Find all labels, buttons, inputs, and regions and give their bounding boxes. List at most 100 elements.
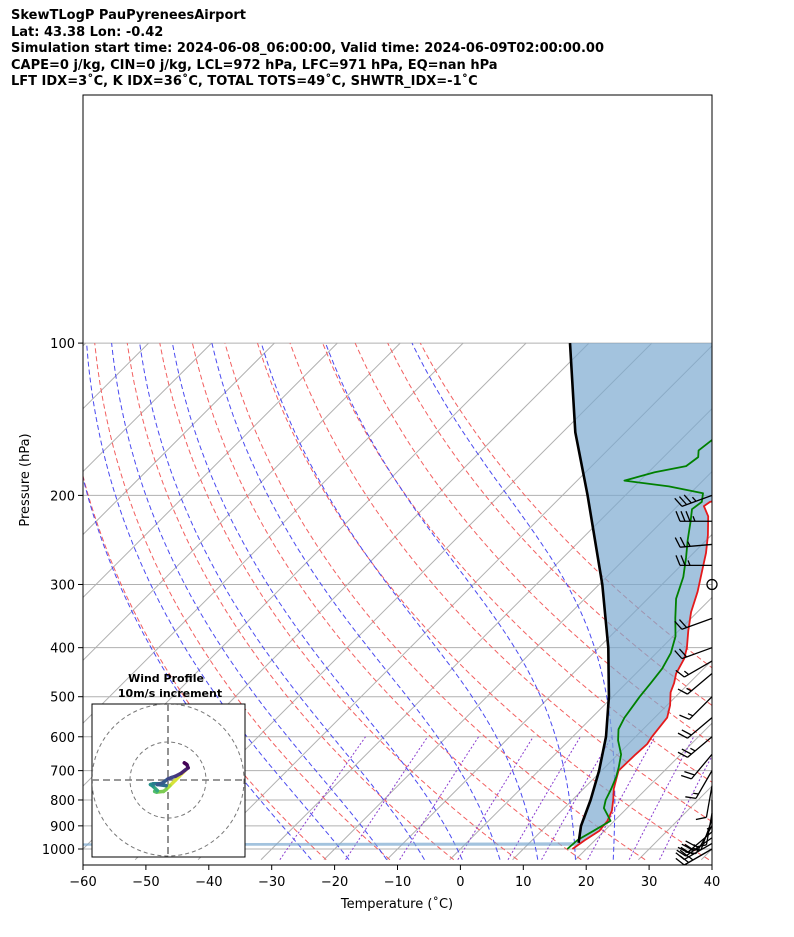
- isotherm: [83, 342, 212, 473]
- y-tick-label: 800: [50, 794, 75, 809]
- wind-barb: [695, 813, 713, 848]
- barb-flag: [678, 648, 688, 658]
- inset-subtitle: 10m/s increment: [118, 687, 222, 700]
- barb-staff: [705, 785, 713, 818]
- dry-adiabat: [159, 343, 518, 861]
- y-tick-label: 600: [50, 731, 75, 746]
- barb-half-flag: [687, 713, 694, 717]
- cape-area: [83, 343, 712, 846]
- y-tick-label: 200: [50, 489, 75, 504]
- barb-half-flag: [686, 687, 692, 692]
- barb-staff: [683, 848, 713, 866]
- wind-barb: [674, 617, 713, 630]
- wind-barb: [675, 511, 712, 522]
- barb-half-flag: [692, 516, 696, 522]
- y-tick-label: 300: [50, 578, 75, 593]
- dry-adiabat: [387, 342, 712, 706]
- wind-barb: [680, 753, 713, 780]
- barb-flag: [695, 816, 707, 821]
- barb-flag: [679, 714, 690, 720]
- inset-title: Wind Profile: [128, 672, 204, 685]
- barb-half-flag: [691, 496, 697, 502]
- moist-adiabat: [260, 342, 539, 860]
- barb-flag: [695, 844, 707, 848]
- y-tick-label: 100: [50, 337, 75, 352]
- station-title: SkewTLogP PauPyreneesAirport: [11, 8, 247, 23]
- isotherm: [83, 342, 338, 599]
- sounding-profiles: [566, 343, 712, 850]
- x-tick-label: 0: [456, 875, 464, 890]
- simulation-times: Simulation start time: 2024-06-08_06:00:…: [11, 41, 604, 56]
- mixing-ratio-line: [457, 736, 534, 860]
- station-coordinates: Lat: 43.38 Lon: -0.42: [11, 24, 164, 40]
- barb-staff: [688, 696, 713, 720]
- barb-flag: [681, 729, 692, 736]
- isotherm: [575, 722, 712, 861]
- y-tick-label: 1000: [42, 843, 75, 858]
- stability-indices-1: CAPE=0 j/kg, CIN=0 j/kg, LCL=972 hPa, LF…: [11, 57, 498, 73]
- wind-barb: [679, 696, 713, 720]
- barb-flag: [675, 852, 685, 860]
- barb-staff: [690, 753, 713, 780]
- isotherm: [83, 342, 464, 724]
- isotherm: [83, 342, 401, 662]
- series-parcel-profile: [568, 343, 611, 843]
- mixing-ratio-line: [587, 736, 656, 860]
- mixing-ratio-line: [628, 736, 695, 860]
- barb-flag: [676, 849, 687, 857]
- barb-flag: [677, 751, 688, 758]
- wind-barb: [706, 578, 718, 591]
- mixing-ratio-line: [345, 736, 429, 860]
- dry-adiabat: [94, 343, 391, 861]
- y-tick-label: 700: [50, 765, 75, 780]
- x-tick-label: −20: [321, 875, 348, 890]
- barb-staff: [683, 842, 713, 861]
- x-axis-label: Temperature (˚C): [340, 896, 453, 912]
- axis-ticks: −60 −50 −40 −30 −20 −10 0 10 20 30 40 1000 900 800 700…: [42, 337, 720, 890]
- barb-flag: [678, 496, 688, 506]
- mixing-ratio-line: [279, 736, 366, 860]
- barb-flag: [677, 732, 688, 739]
- barb-flag: [675, 669, 685, 678]
- mixing-ratio-line: [507, 736, 581, 860]
- series-dewpoint: [566, 438, 712, 850]
- stability-indices-2: LFT IDX=3˚C, K IDX=36˚C, TOTAL TOTS=49˚C…: [11, 74, 478, 89]
- barb-flag: [674, 497, 683, 507]
- dry-adiabat: [289, 342, 712, 823]
- barb-flag: [674, 620, 683, 630]
- dry-adiabat: [419, 342, 712, 669]
- moist-adiabat: [111, 343, 388, 861]
- barb-flag: [685, 851, 697, 855]
- barb-half-flag: [687, 541, 691, 547]
- x-tick-label: −60: [69, 875, 96, 890]
- wind-barb: [685, 770, 713, 799]
- barb-flag: [685, 840, 696, 847]
- barb-staff: [683, 660, 713, 678]
- barb-half-flag: [683, 670, 690, 676]
- hodo-ring: [92, 704, 245, 857]
- barb-staff: [695, 770, 713, 799]
- dry-adiabat: [191, 342, 582, 861]
- barb-flag: [680, 774, 692, 780]
- barb-staff: [681, 647, 713, 660]
- barb-half-flag: [693, 792, 699, 795]
- wind-barb: [674, 647, 713, 660]
- dry-adiabat: [257, 342, 710, 861]
- y-tick-label: 500: [50, 691, 75, 706]
- isotherm: [700, 848, 712, 861]
- barb-flag: [674, 537, 681, 548]
- y-tick-label: 900: [50, 820, 75, 835]
- wind-barbs: [674, 494, 718, 866]
- wind-barb: [674, 494, 713, 507]
- barb-half-flag: [687, 560, 691, 566]
- barb-flag: [683, 494, 692, 504]
- y-axis-label: Pressure (hPa): [18, 433, 33, 526]
- barb-flag: [675, 857, 685, 866]
- barb-staff: [687, 736, 713, 758]
- x-tick-label: −50: [132, 875, 159, 890]
- y-tick-label: 400: [50, 642, 75, 657]
- barb-half-flag: [690, 747, 696, 752]
- barb-staff: [681, 494, 713, 507]
- wind-barb: [675, 660, 713, 678]
- wind-barb: [677, 673, 713, 695]
